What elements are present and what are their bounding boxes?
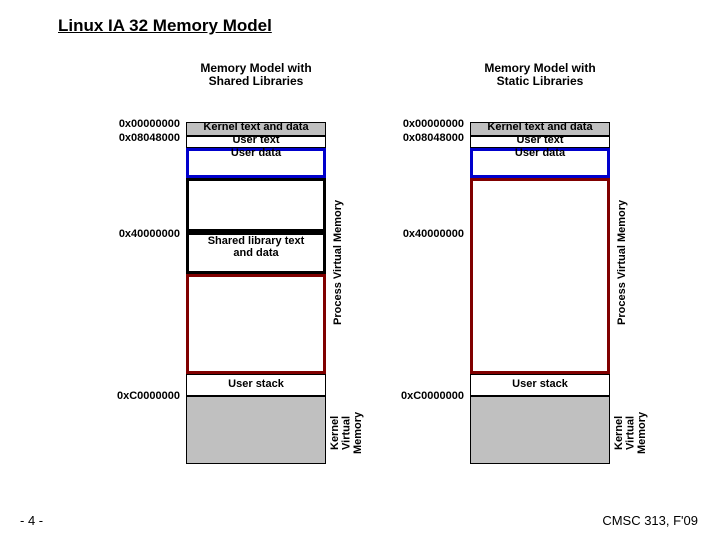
address-static-2: 0x40000000: [384, 228, 464, 240]
kernel-vm-label-shared: Kernel VirtualMemory: [330, 398, 365, 468]
segment-label-shared-2: User data: [186, 148, 326, 160]
diagram-title-shared: Memory Model withShared Libraries: [176, 62, 336, 88]
memory-column-static: Kernel text and dataUser textUser data Us…: [470, 122, 610, 464]
segment-static-5: [470, 396, 610, 464]
address-static-1: 0x08048000: [384, 132, 464, 144]
footer-page-number: - 4 -: [20, 513, 43, 528]
segment-label-shared-6: User stack: [186, 379, 326, 391]
segment-shared-7: [186, 396, 326, 464]
segment-shared-3: [186, 178, 326, 232]
kernel-vm-label-static: Kernel VirtualMemory: [614, 398, 649, 468]
segment-label-shared-1: User text: [186, 135, 326, 147]
segment-shared-5: [186, 274, 326, 374]
segment-label-static-4: User stack: [470, 379, 610, 391]
process-vm-label-shared: Process Virtual Memory: [332, 182, 344, 342]
memory-column-shared: Kernel text and dataUser textUser data Sh…: [186, 122, 326, 464]
address-shared-1: 0x08048000: [100, 132, 180, 144]
footer-course: CMSC 313, F'09: [602, 513, 698, 528]
diagram-title-static: Memory Model withStatic Libraries: [460, 62, 620, 88]
segment-static-3: [470, 178, 610, 374]
address-shared-3: 0xC0000000: [100, 390, 180, 402]
segment-label-static-0: Kernel text and data: [470, 122, 610, 134]
process-vm-label-static: Process Virtual Memory: [616, 182, 628, 342]
address-static-3: 0xC0000000: [384, 390, 464, 402]
segment-label-shared-4: Shared library textand data: [186, 236, 326, 259]
segment-label-static-1: User text: [470, 135, 610, 147]
address-static-0: 0x00000000: [384, 118, 464, 130]
segment-label-shared-0: Kernel text and data: [186, 122, 326, 134]
segment-label-static-2: User data: [470, 148, 610, 160]
address-shared-0: 0x00000000: [100, 118, 180, 130]
page-title: Linux IA 32 Memory Model: [58, 16, 272, 36]
slide: Linux IA 32 Memory Model - 4 - CMSC 313,…: [0, 0, 720, 540]
address-shared-2: 0x40000000: [100, 228, 180, 240]
